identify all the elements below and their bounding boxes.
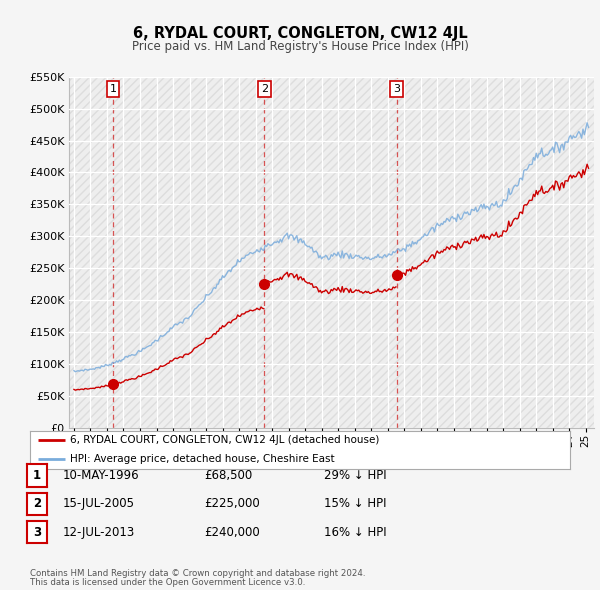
Text: 6, RYDAL COURT, CONGLETON, CW12 4JL: 6, RYDAL COURT, CONGLETON, CW12 4JL <box>133 26 467 41</box>
Text: 16% ↓ HPI: 16% ↓ HPI <box>324 526 386 539</box>
Text: 10-MAY-1996: 10-MAY-1996 <box>63 469 140 482</box>
Text: This data is licensed under the Open Government Licence v3.0.: This data is licensed under the Open Gov… <box>30 578 305 588</box>
Text: 12-JUL-2013: 12-JUL-2013 <box>63 526 135 539</box>
Text: 3: 3 <box>393 84 400 94</box>
Text: 1: 1 <box>33 469 41 482</box>
Text: 2: 2 <box>261 84 268 94</box>
Text: 29% ↓ HPI: 29% ↓ HPI <box>324 469 386 482</box>
Text: Contains HM Land Registry data © Crown copyright and database right 2024.: Contains HM Land Registry data © Crown c… <box>30 569 365 578</box>
Text: 1: 1 <box>110 84 116 94</box>
Text: £225,000: £225,000 <box>204 497 260 510</box>
Text: Price paid vs. HM Land Registry's House Price Index (HPI): Price paid vs. HM Land Registry's House … <box>131 40 469 53</box>
Text: 2: 2 <box>33 497 41 510</box>
Text: 3: 3 <box>33 526 41 539</box>
Text: 15-JUL-2005: 15-JUL-2005 <box>63 497 135 510</box>
Text: £68,500: £68,500 <box>204 469 252 482</box>
Text: 15% ↓ HPI: 15% ↓ HPI <box>324 497 386 510</box>
Text: 6, RYDAL COURT, CONGLETON, CW12 4JL (detached house): 6, RYDAL COURT, CONGLETON, CW12 4JL (det… <box>71 435 380 445</box>
Text: HPI: Average price, detached house, Cheshire East: HPI: Average price, detached house, Ches… <box>71 454 335 464</box>
Text: £240,000: £240,000 <box>204 526 260 539</box>
